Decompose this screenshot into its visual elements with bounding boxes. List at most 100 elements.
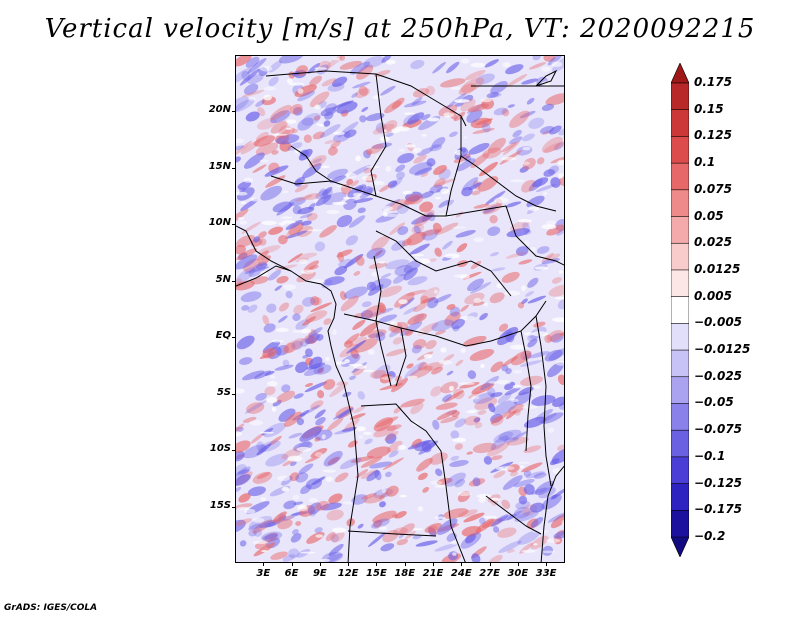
field-cell [236,96,249,113]
field-cell [236,280,255,291]
field-cell [236,486,242,493]
field-cell [291,129,298,134]
field-cell-neutral [343,196,350,200]
field-cell [395,164,406,173]
field-cell [478,517,486,525]
field-cell-neutral [480,98,492,103]
field-cell [285,219,303,230]
field-cell [540,412,564,424]
field-cell [328,543,344,557]
field-cell [373,417,394,432]
field-cell [557,374,564,385]
lat-tick [232,450,235,452]
field-cell [236,67,252,84]
field-cell-neutral [483,302,489,307]
field-cell [407,276,428,286]
field-cell [527,295,547,304]
field-cell [248,515,273,530]
grads-credit: GrADS: IGES/COLA [4,603,98,613]
field-cell [407,440,431,450]
field-cell [361,301,372,308]
field-cell [478,176,499,192]
field-cell-neutral [281,486,290,492]
field-cell [264,165,289,177]
field-cell-neutral [402,190,413,195]
field-cell-neutral [434,485,447,488]
field-cell [236,335,255,350]
field-cell [385,259,410,270]
field-cell [334,428,357,435]
field-cell-neutral [363,369,374,373]
field-cell [515,246,529,257]
field-cell [559,331,564,336]
colorbar-label: 0.005 [694,288,732,303]
field-cell [293,304,304,315]
field-cell-neutral [403,112,415,115]
field-cell-neutral [378,526,388,531]
field-cell [295,257,310,263]
field-cell [510,220,530,232]
field-cell [344,129,357,138]
field-cell [473,203,490,209]
field-cell-neutral [433,289,439,294]
field-cell [409,243,430,256]
field-cell-neutral [561,519,564,526]
field-cell [349,336,368,347]
field-cell [272,399,282,407]
field-cell [304,192,320,201]
lat-tick [232,111,235,113]
field-cell [420,172,429,178]
field-cell [347,184,367,198]
field-cell-neutral [440,347,447,353]
border-south-3 [347,530,437,537]
field-cell-neutral [331,527,347,533]
field-cell [377,302,387,314]
field-cell [321,78,337,87]
colorbar-label: −0.125 [694,475,743,490]
colorbar-label: 0.0125 [694,261,741,276]
field-cell-neutral [412,147,422,154]
field-cell [405,194,424,205]
field-cell [374,249,383,257]
field-cell-neutral [286,78,293,84]
field-cell [509,471,518,477]
field-cell [557,296,564,310]
field-cell-neutral [452,226,467,229]
field-cell-neutral [510,179,525,183]
field-cell-neutral [282,190,289,194]
field-cell [407,112,425,125]
field-cell [489,214,498,224]
field-cell [479,312,488,321]
field-cell [236,140,253,158]
field-cell [518,259,533,265]
field-cell [287,253,303,264]
field-cell [382,457,404,470]
field-cell [327,83,345,92]
field-cell [386,440,403,453]
field-cell [379,373,393,384]
field-cell-neutral [300,551,316,554]
field-cell-neutral [348,363,364,367]
field-cell [387,180,398,188]
field-cell-neutral [316,123,323,126]
field-cell [307,502,322,515]
field-cell [408,162,433,175]
field-cell [309,91,330,107]
field-cell [493,431,514,443]
field-cell [281,476,293,486]
field-cell [467,103,490,113]
field-cell [482,203,502,215]
field-cell [278,408,296,422]
field-cell-neutral [236,506,250,510]
field-cell [385,348,407,357]
field-cell [339,56,346,61]
field-cell [530,517,544,528]
field-cell [370,369,387,379]
field-cell-neutral [325,356,330,361]
lon-tick-label: 6E [284,568,299,579]
field-cell-neutral [471,395,480,400]
colorbar-bin [671,136,689,164]
field-cell-neutral [519,465,525,469]
field-cell [344,418,360,431]
border-sahara-1 [370,73,387,197]
